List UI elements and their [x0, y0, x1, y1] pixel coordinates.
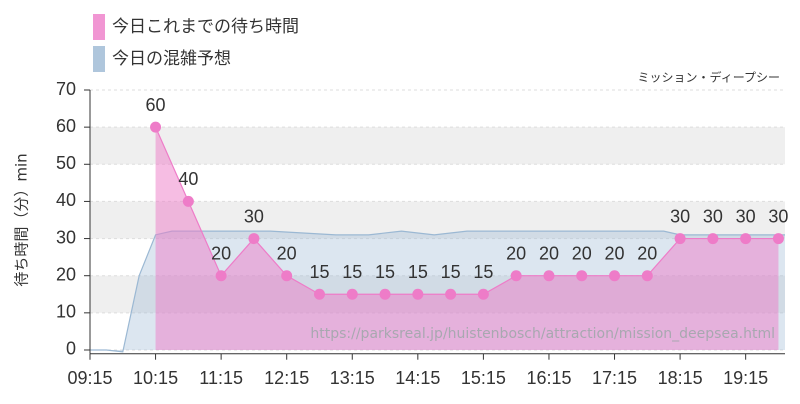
point	[609, 270, 621, 282]
point	[412, 288, 424, 300]
point	[707, 233, 719, 245]
legend-label: 今日の混雑予想	[112, 49, 231, 69]
x-tick-label: 09:15	[67, 368, 112, 388]
y-tick-label: 70	[56, 79, 76, 99]
data-label: 15	[342, 262, 362, 282]
data-label: 20	[605, 243, 625, 263]
data-label: 30	[768, 206, 788, 226]
point	[215, 270, 227, 282]
y-tick-label: 60	[56, 116, 76, 136]
data-label: 20	[211, 243, 231, 263]
x-tick-label: 11:15	[199, 368, 243, 388]
legend-swatch	[93, 46, 105, 72]
x-tick-label: 17:15	[592, 368, 637, 388]
chart-subtitle: ミッション・ディープシー	[638, 70, 780, 85]
data-label: 15	[375, 262, 395, 282]
point	[641, 270, 653, 282]
data-label: 30	[670, 206, 690, 226]
data-label: 15	[408, 262, 428, 282]
x-tick-label: 19:15	[723, 368, 768, 388]
watermark: https://parksreal.jp/huistenbosch/attrac…	[310, 326, 775, 342]
grid-band	[90, 127, 785, 165]
point	[543, 270, 555, 282]
data-label: 30	[244, 206, 264, 226]
y-tick-label: 30	[56, 227, 76, 247]
x-tick-label: 13:15	[330, 368, 375, 388]
x-tick-label: 12:15	[264, 368, 309, 388]
data-label: 20	[277, 243, 297, 263]
point	[281, 270, 293, 282]
point	[477, 288, 489, 300]
y-axis-label: 待ち時間（分）min	[13, 153, 31, 286]
point	[346, 288, 358, 300]
data-label: 15	[473, 262, 493, 282]
data-label: 15	[309, 262, 329, 282]
data-label: 15	[441, 262, 461, 282]
x-tick-label: 14:15	[395, 368, 440, 388]
data-label: 30	[703, 206, 723, 226]
x-tick-label: 15:15	[461, 368, 506, 388]
data-label: 20	[637, 243, 657, 263]
area	[155, 127, 779, 350]
y-tick-label: 0	[66, 339, 76, 359]
line	[90, 230, 785, 353]
y-tick-label: 50	[56, 153, 76, 173]
point	[772, 233, 784, 245]
point	[740, 233, 752, 245]
line	[155, 126, 779, 295]
x-tick-label: 16:15	[526, 368, 571, 388]
point	[379, 288, 391, 300]
point	[150, 121, 162, 133]
data-label: 20	[506, 243, 526, 263]
point	[674, 233, 686, 245]
data-label: 60	[146, 95, 166, 115]
point	[576, 270, 588, 282]
y-tick-label: 20	[56, 264, 76, 284]
point	[182, 195, 194, 207]
data-label: 20	[572, 243, 592, 263]
y-tick-label: 10	[56, 302, 76, 322]
legend-label: 今日これまでの待ち時間	[112, 17, 299, 37]
x-tick-label: 18:15	[658, 368, 703, 388]
point	[313, 288, 325, 300]
data-label: 30	[736, 206, 756, 226]
point	[445, 288, 457, 300]
point	[248, 233, 260, 245]
point	[510, 270, 522, 282]
data-label: 40	[178, 169, 198, 189]
y-tick-label: 40	[56, 190, 76, 210]
legend-swatch	[93, 14, 105, 40]
data-label: 20	[539, 243, 559, 263]
x-tick-label: 10:15	[133, 368, 178, 388]
